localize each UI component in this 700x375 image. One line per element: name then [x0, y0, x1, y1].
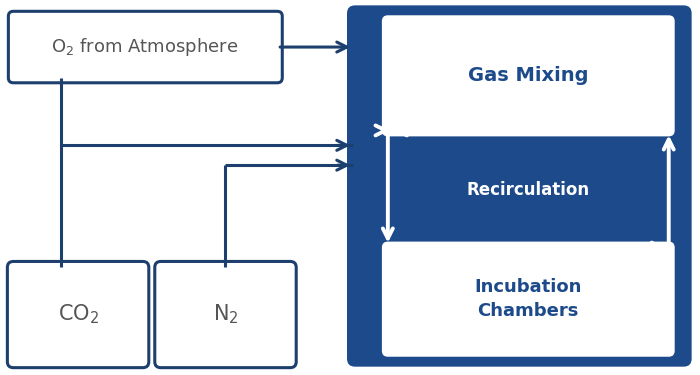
Text: $\mathregular{O_2}$ from Atmosphere: $\mathregular{O_2}$ from Atmosphere [51, 36, 239, 58]
FancyBboxPatch shape [155, 261, 296, 368]
FancyBboxPatch shape [382, 15, 675, 136]
FancyBboxPatch shape [8, 261, 149, 368]
Text: Incubation
Chambers: Incubation Chambers [475, 278, 582, 320]
FancyBboxPatch shape [8, 11, 282, 83]
FancyBboxPatch shape [382, 242, 675, 357]
FancyBboxPatch shape [347, 5, 692, 367]
Text: Recirculation: Recirculation [467, 181, 590, 199]
Text: $\mathregular{N_2}$: $\mathregular{N_2}$ [213, 302, 238, 326]
Text: Gas Mixing: Gas Mixing [468, 66, 589, 86]
Text: $\mathregular{CO_2}$: $\mathregular{CO_2}$ [57, 302, 99, 326]
